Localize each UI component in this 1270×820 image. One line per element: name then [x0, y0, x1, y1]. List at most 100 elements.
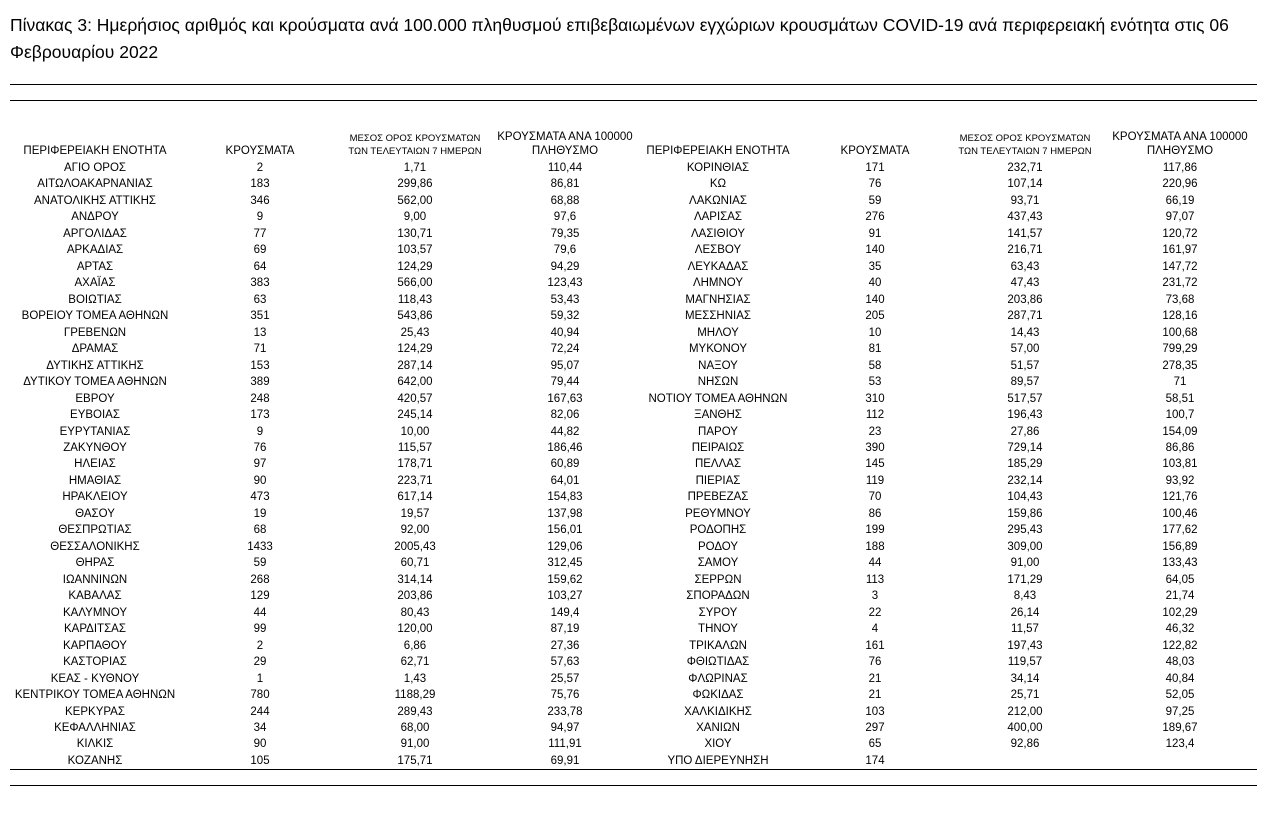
cases-cell: 76	[868, 178, 882, 191]
per-100k-cell: 48,03	[1165, 656, 1195, 669]
region-cell: ΤΗΝΟΥ	[698, 623, 738, 636]
region-cell: ΘΑΣΟΥ	[75, 507, 115, 520]
weekly-mean-cell: 400,00	[1007, 721, 1043, 734]
cases-cell: 351	[250, 310, 270, 323]
weekly-mean-cell: 197,43	[1007, 639, 1043, 652]
cases-cell: 91	[868, 227, 882, 240]
region-cell: ΚΑΡΠΑΘΟΥ	[63, 639, 127, 652]
per-100k-cell: 137,98	[547, 507, 583, 520]
region-cell: ΦΩΚΙΔΑΣ	[692, 689, 744, 702]
per-100k-cell: 27,36	[550, 639, 580, 652]
region-cell: ΜΗΛΟΥ	[697, 326, 739, 339]
weekly-mean-cell: 68,00	[400, 721, 430, 734]
cases-cell: 140	[865, 244, 885, 257]
cases-cell: 9	[256, 425, 264, 438]
cases-cell: 346	[250, 194, 270, 207]
cases-cell: 40	[868, 277, 882, 290]
weekly-mean-cell: 159,86	[1007, 507, 1043, 520]
per-100k-cell: 59,32	[550, 310, 580, 323]
region-cell: ΑΧΑΪΑΣ	[74, 277, 116, 290]
per-100k-cell: 220,96	[1162, 178, 1198, 191]
cases-cell: 2	[256, 639, 264, 652]
weekly-mean-cell: 115,57	[397, 441, 433, 454]
weekly-mean-cell: 314,14	[397, 573, 433, 586]
weekly-mean-cell: 289,43	[397, 705, 433, 718]
cases-cell: 171	[865, 162, 885, 174]
cases-cell: 1	[256, 672, 264, 685]
region-cell: ΠΑΡΟΥ	[698, 425, 738, 438]
per-100k-cell: 312,45	[547, 557, 583, 570]
per-100k-cell: 72,24	[550, 343, 580, 356]
cases-cell: 65	[868, 738, 882, 751]
cases-cell: 297	[865, 721, 885, 734]
per-100k-cell: 40,94	[550, 326, 580, 339]
weekly-mean-cell: 34,14	[1010, 672, 1040, 685]
weekly-mean-cell: 124,29	[397, 260, 433, 273]
cases-cell: 71	[253, 343, 267, 356]
per-100k-cell: 128,16	[1162, 310, 1198, 323]
per-100k-cell: 82,06	[550, 409, 580, 422]
weekly-mean-cell: 562,00	[397, 194, 433, 207]
per-100k-cell: 64,05	[1165, 573, 1195, 586]
cases-cell: 383	[250, 277, 270, 290]
cases-cell: 19	[253, 507, 267, 520]
region-cell: ΚΩ	[709, 178, 727, 191]
per-100k-cell: 75,76	[550, 689, 580, 702]
region-cell: ΚΕΡΚΥΡΑΣ	[65, 705, 125, 718]
per-100k-cell: 103,81	[1162, 458, 1198, 471]
cases-cell: 188	[865, 540, 885, 553]
region-cell: ΡΟΔΟΥ	[697, 540, 739, 553]
weekly-mean-cell: 93,71	[1010, 194, 1040, 207]
per-100k-cell: 154,83	[547, 491, 583, 504]
per-100k-cell: 123,43	[547, 277, 583, 290]
cases-cell: 69	[253, 244, 267, 257]
per-100k-cell: 79,6	[553, 244, 577, 257]
weekly-mean-cell: 566,00	[397, 277, 433, 290]
cases-cell: 112	[865, 409, 885, 422]
region-cell: ΚΕΝΤΡΙΚΟΥ ΤΟΜΕΑ ΑΘΗΝΩΝ	[14, 689, 176, 702]
region-cell: ΡΕΘΥΜΝΟΥ	[685, 507, 751, 520]
column-header: ΠΕΡΙΦΕΡΕΙΑΚΗ ΕΝΟΤΗΤΑ	[646, 145, 790, 157]
cases-cell: 59	[868, 194, 882, 207]
per-100k-cell: 110,44	[547, 162, 583, 174]
region-cell: ΣΕΡΡΩΝ	[694, 573, 742, 586]
cases-cell: 183	[250, 178, 270, 191]
region-cell: ΚΕΑΣ - ΚΥΘΝΟΥ	[50, 672, 140, 685]
rule	[10, 100, 1257, 101]
per-100k-cell: 46,32	[1165, 623, 1195, 636]
weekly-mean-cell: 47,43	[1010, 277, 1040, 290]
weekly-mean-cell: 287,14	[397, 359, 433, 372]
weekly-mean-cell: 25,71	[1010, 689, 1040, 702]
per-100k-cell: 100,68	[1162, 326, 1198, 339]
weekly-mean-cell: 245,14	[397, 409, 433, 422]
per-100k-cell: 66,19	[1165, 194, 1195, 207]
cases-cell: 174	[865, 754, 885, 767]
cases-cell: 13	[253, 326, 267, 339]
cases-cell: 268	[250, 573, 270, 586]
region-cell: ΥΠΟ ΔΙΕΡΕΥΝΗΣΗ	[667, 754, 769, 767]
cases-cell: 113	[865, 573, 885, 586]
weekly-mean-cell: 104,43	[1007, 491, 1043, 504]
cases-cell: 90	[253, 738, 267, 751]
per-100k-cell: 52,05	[1165, 689, 1195, 702]
region-cell: ΗΛΕΙΑΣ	[74, 458, 116, 471]
region-cell: ΛΑΡΙΣΑΣ	[693, 211, 743, 224]
weekly-mean-cell: 232,14	[1007, 474, 1043, 487]
cases-cell: 199	[865, 524, 885, 537]
cases-cell: 2	[256, 162, 264, 174]
cases-cell: 244	[250, 705, 270, 718]
cases-cell: 173	[250, 409, 270, 422]
cases-cell: 70	[868, 491, 882, 504]
region-cell: ΝΟΤΙΟΥ ΤΟΜΕΑ ΑΘΗΝΩΝ	[648, 392, 788, 405]
weekly-mean-cell: 57,00	[1010, 343, 1040, 356]
rule	[10, 769, 1257, 770]
weekly-mean-cell: 232,71	[1007, 162, 1043, 174]
weekly-mean-cell: 8,43	[1013, 590, 1037, 603]
cases-cell: 90	[253, 474, 267, 487]
cases-cell: 86	[868, 507, 882, 520]
region-cell: ΑΝΔΡΟΥ	[71, 211, 119, 224]
region-cell: ΛΑΚΩΝΙΑΣ	[689, 194, 747, 207]
cases-cell: 63	[253, 293, 267, 306]
region-cell: ΚΑΣΤΟΡΙΑΣ	[63, 656, 127, 669]
